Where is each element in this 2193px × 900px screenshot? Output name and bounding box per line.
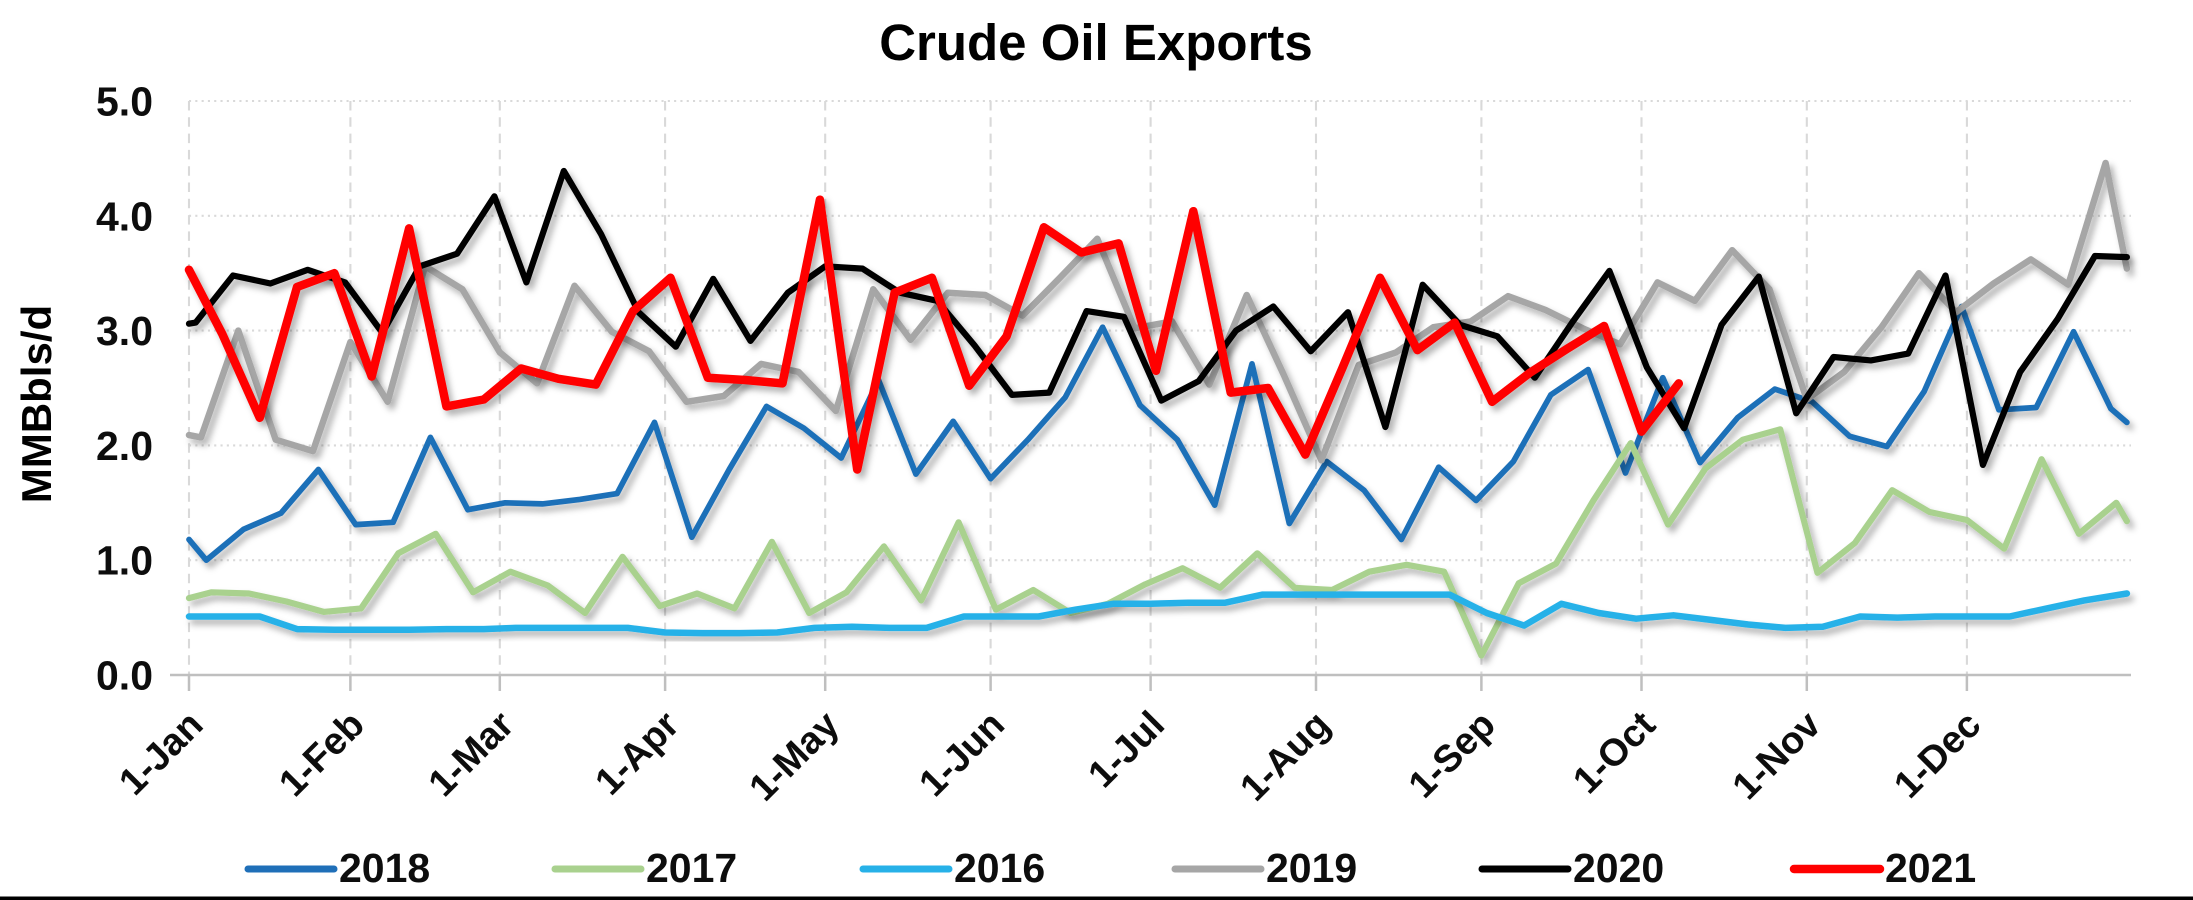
svg-text:2.0: 2.0 xyxy=(96,423,153,469)
svg-text:4.0: 4.0 xyxy=(96,193,153,239)
svg-text:2020: 2020 xyxy=(1573,845,1664,891)
svg-text:2018: 2018 xyxy=(339,845,430,891)
svg-text:2021: 2021 xyxy=(1885,845,1976,891)
svg-text:1.0: 1.0 xyxy=(96,538,153,584)
svg-text:3.0: 3.0 xyxy=(96,308,153,354)
svg-text:2017: 2017 xyxy=(646,845,737,891)
svg-text:5.0: 5.0 xyxy=(96,79,153,125)
svg-text:Crude Oil Exports: Crude Oil Exports xyxy=(879,14,1313,71)
svg-text:MMBbls/d: MMBbls/d xyxy=(13,305,60,503)
svg-text:2019: 2019 xyxy=(1266,845,1357,891)
svg-text:0.0: 0.0 xyxy=(96,653,153,699)
svg-text:2016: 2016 xyxy=(954,845,1045,891)
